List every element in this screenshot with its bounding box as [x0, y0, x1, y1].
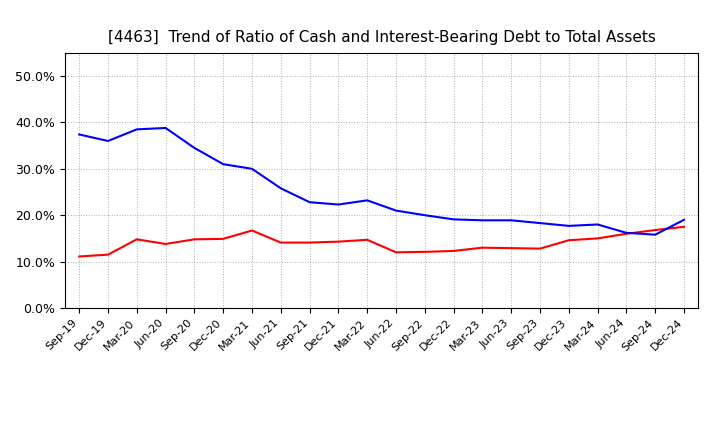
Cash — [622, 231, 631, 236]
Interest-Bearing Debt — [190, 145, 199, 150]
Interest-Bearing Debt — [219, 161, 228, 167]
Cash — [190, 237, 199, 242]
Cash — [161, 241, 170, 246]
Cash — [593, 236, 602, 241]
Interest-Bearing Debt — [305, 200, 314, 205]
Cash — [248, 228, 256, 233]
Cash — [392, 249, 400, 255]
Cash — [363, 237, 372, 242]
Cash — [680, 224, 688, 229]
Cash — [449, 248, 458, 253]
Cash — [420, 249, 429, 254]
Interest-Bearing Debt — [392, 208, 400, 213]
Interest-Bearing Debt — [680, 217, 688, 223]
Cash — [564, 238, 573, 243]
Interest-Bearing Debt — [248, 166, 256, 172]
Interest-Bearing Debt — [651, 232, 660, 237]
Interest-Bearing Debt — [276, 186, 285, 191]
Interest-Bearing Debt — [363, 198, 372, 203]
Cash — [276, 240, 285, 245]
Interest-Bearing Debt — [449, 217, 458, 222]
Cash — [75, 254, 84, 259]
Line: Cash: Cash — [79, 227, 684, 257]
Interest-Bearing Debt — [622, 230, 631, 235]
Cash — [132, 237, 141, 242]
Interest-Bearing Debt — [478, 218, 487, 223]
Cash — [305, 240, 314, 245]
Interest-Bearing Debt — [420, 213, 429, 218]
Cash — [334, 239, 343, 244]
Interest-Bearing Debt — [536, 220, 544, 226]
Cash — [478, 245, 487, 250]
Cash — [104, 252, 112, 257]
Cash — [651, 227, 660, 233]
Cash — [219, 236, 228, 242]
Interest-Bearing Debt — [161, 125, 170, 131]
Interest-Bearing Debt — [75, 132, 84, 137]
Interest-Bearing Debt — [104, 138, 112, 143]
Interest-Bearing Debt — [507, 218, 516, 223]
Cash — [507, 246, 516, 251]
Interest-Bearing Debt — [334, 202, 343, 207]
Interest-Bearing Debt — [593, 222, 602, 227]
Title: [4463]  Trend of Ratio of Cash and Interest-Bearing Debt to Total Assets: [4463] Trend of Ratio of Cash and Intere… — [108, 29, 655, 45]
Line: Interest-Bearing Debt: Interest-Bearing Debt — [79, 128, 684, 235]
Cash — [536, 246, 544, 251]
Interest-Bearing Debt — [132, 127, 141, 132]
Interest-Bearing Debt — [564, 223, 573, 228]
